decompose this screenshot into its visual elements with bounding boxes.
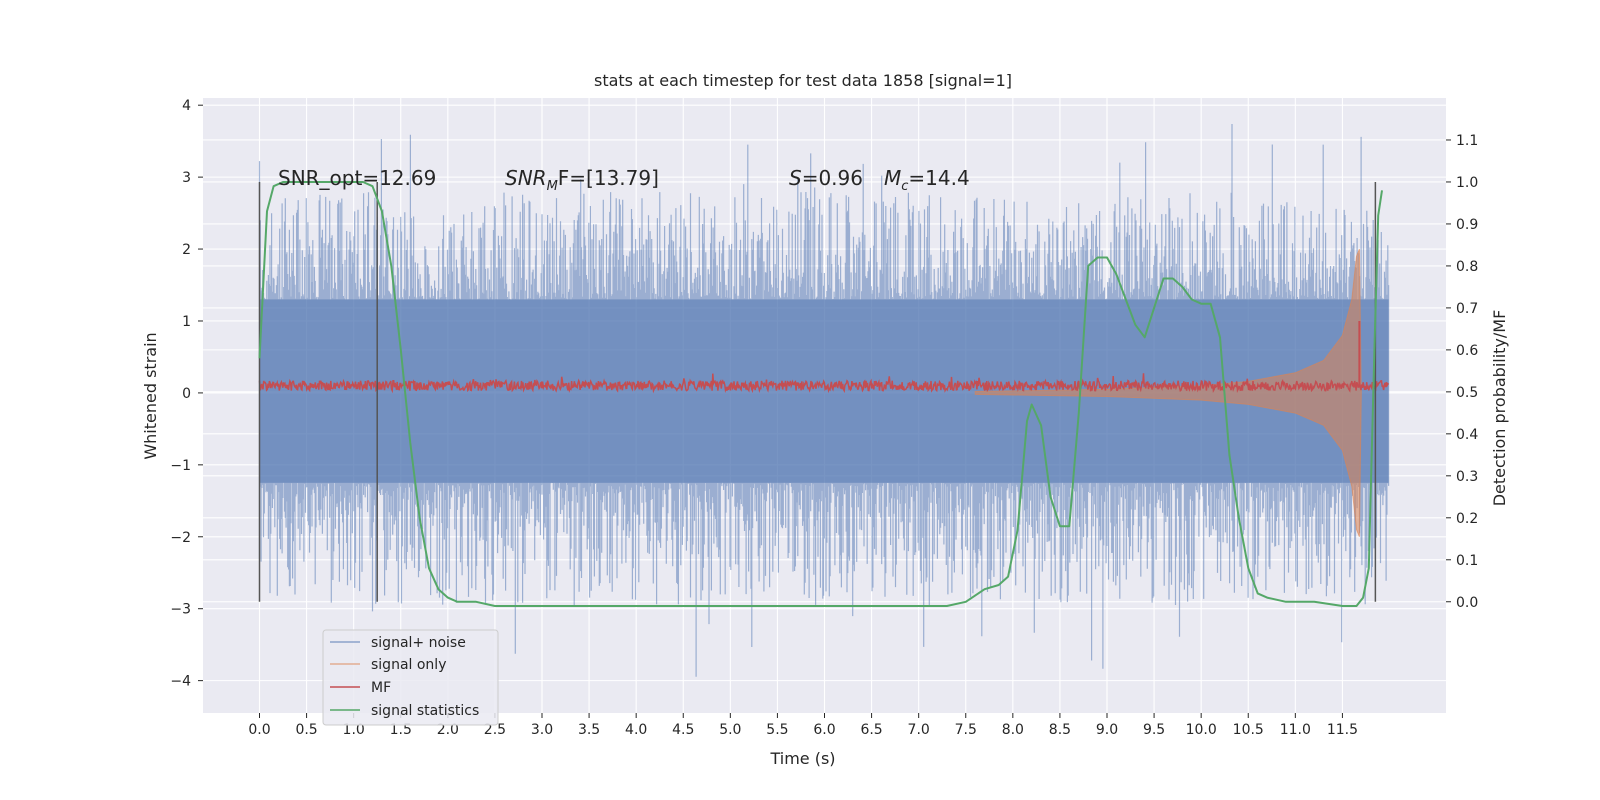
y-tick-label: 0 — [182, 386, 191, 402]
y2-tick-label: 0.1 — [1456, 553, 1478, 569]
legend: signal+ noise signal only MF signal stat… — [322, 629, 499, 726]
x-tick-label: 10.5 — [1233, 722, 1264, 738]
x-tick-label: 6.0 — [813, 722, 835, 738]
y2-tick-label: 1.0 — [1456, 175, 1478, 191]
y2-tick-label: 1.1 — [1456, 133, 1478, 149]
x-tick-label: 2.5 — [484, 722, 506, 738]
x-tick-label: 8.0 — [1002, 722, 1024, 738]
y2-tick-label: 0.8 — [1456, 259, 1478, 275]
mf-line — [258, 373, 1390, 394]
y-tick-label: 3 — [182, 170, 191, 186]
y-tick-label: 4 — [182, 98, 191, 114]
axes: 0.0 0.5 1.0 1.5 2.0 2.5 3.0 3.5 4.0 4.5 5.0 5.5 6.0 6… — [170, 98, 1478, 738]
annotation-snr-mf-sub: M — [547, 179, 558, 194]
annotation-s: S=0.96 — [789, 166, 863, 190]
x-tick-label: 1.5 — [390, 722, 412, 738]
y2-tick-label: 0.0 — [1456, 595, 1478, 611]
x-tick-label: 3.0 — [531, 722, 553, 738]
annotation-snr-mf-label: SNR — [505, 166, 547, 190]
annotation-s-value: =0.96 — [802, 166, 863, 190]
x-tick-label: 10.0 — [1186, 722, 1217, 738]
x-tick-label: 6.5 — [860, 722, 882, 738]
y-axis-label: Whitened strain — [141, 332, 160, 459]
legend-label-signal-only: signal only — [371, 657, 446, 673]
y-tick-label: −3 — [170, 602, 191, 618]
y2-tick-label: 0.2 — [1456, 511, 1478, 527]
y-tick-label: 1 — [182, 314, 191, 330]
x-tick-label: 9.0 — [1096, 722, 1118, 738]
x-tick-label: 2.0 — [437, 722, 459, 738]
y2-axis-label: Detection probability/MF — [1490, 310, 1509, 507]
x-tick-label: 7.5 — [955, 722, 977, 738]
annotation-mc-sub: c — [901, 179, 908, 194]
x-tick-label: 5.5 — [766, 722, 788, 738]
annotation-snr-opt: SNR_opt=12.69 — [278, 166, 436, 190]
y-tick-label: 2 — [182, 242, 191, 258]
x-tick-label: 4.0 — [625, 722, 647, 738]
legend-label-signal-noise: signal+ noise — [371, 635, 466, 651]
annotation-snr-mf: SNRMF=[13.79] — [505, 166, 659, 194]
annotation-mc-value: =14.4 — [908, 166, 969, 190]
signal-statistics-line — [258, 181, 1383, 607]
x-tick-label: 11.5 — [1327, 722, 1358, 738]
annotation-s-label: S — [789, 166, 802, 190]
x-tick-label: 8.5 — [1049, 722, 1071, 738]
x-tick-label: 3.5 — [578, 722, 600, 738]
y2-tick-label: 0.5 — [1456, 385, 1478, 401]
legend-label-signal-statistics: signal statistics — [371, 703, 479, 719]
legend-label-mf: MF — [371, 680, 391, 696]
plot-area — [258, 124, 1390, 677]
y2-tick-label: 0.6 — [1456, 343, 1478, 359]
y-tick-label: −2 — [170, 530, 191, 546]
y2-tick-label: 0.9 — [1456, 217, 1478, 233]
x-tick-label: 11.0 — [1280, 722, 1311, 738]
annotation-snr-mf-value: F=[13.79] — [558, 166, 659, 190]
y2-tick-label: 0.3 — [1456, 469, 1478, 485]
x-axis-label: Time (s) — [769, 749, 835, 768]
annotation-mc-label: M — [884, 166, 901, 190]
y-tick-label: −1 — [170, 458, 191, 474]
chart-title: stats at each timestep for test data 185… — [594, 71, 1012, 90]
x-tick-label: 0.0 — [248, 722, 270, 738]
x-tick-label: 0.5 — [295, 722, 317, 738]
y2-tick-label: 0.7 — [1456, 301, 1478, 317]
y-tick-label: −4 — [170, 674, 191, 690]
y2-tick-label: 0.4 — [1456, 427, 1478, 443]
legend-box — [322, 629, 499, 726]
x-tick-label: 7.0 — [908, 722, 930, 738]
x-tick-label: 4.5 — [672, 722, 694, 738]
x-tick-label: 9.5 — [1143, 722, 1165, 738]
x-tick-label: 5.0 — [719, 722, 741, 738]
x-tick-label: 1.0 — [343, 722, 365, 738]
annotation-mc: Mc=14.4 — [884, 166, 970, 194]
